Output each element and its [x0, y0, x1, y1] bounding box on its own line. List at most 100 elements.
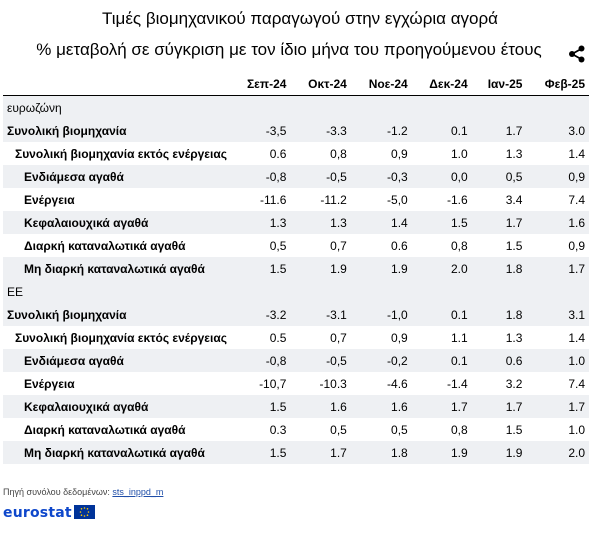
table-cell: 1.8: [350, 441, 412, 464]
table-cell: -0,8: [229, 349, 291, 372]
table-row: Μη διαρκή καταναλωτικά αγαθά 1.5 1.7 1.8 1.9…: [3, 441, 589, 464]
table-cell: 1.0: [568, 422, 585, 437]
table-cell: -3.1: [290, 303, 351, 326]
table-cell: 0,9: [391, 330, 408, 345]
column-header: Οκτ-24: [290, 72, 351, 96]
table-cell: 1.5: [505, 422, 523, 437]
table-cell: -5,0: [387, 192, 408, 207]
row-label: Ενέργεια: [24, 376, 75, 391]
table-cell: 0,5: [391, 422, 408, 437]
table-row: Κεφαλαιουχικά αγαθά 1.3 1.3 1.4 1.5 1.7 1.6: [3, 211, 589, 234]
table-cell: 0,5: [471, 165, 527, 188]
table-cell: 1.7: [526, 257, 589, 280]
table-cell: -0,5: [290, 349, 351, 372]
table-cell: 1.7: [526, 395, 589, 418]
table-cell: 1.7: [471, 119, 527, 142]
table-cell: [411, 95, 472, 119]
table-cell: 2.0: [411, 257, 472, 280]
table-cell: -4.6: [387, 376, 408, 391]
table-cell: 0.1: [411, 119, 472, 142]
table-cell: [526, 95, 589, 119]
table-cell: -3.2: [229, 303, 291, 326]
table-cell: [350, 95, 412, 119]
table-cell: 3.0: [526, 119, 589, 142]
table-cell: 0,0: [411, 165, 472, 188]
share-icon[interactable]: [566, 44, 588, 64]
table-cell: -3.3: [290, 119, 351, 142]
table-cell: -11.6: [259, 192, 287, 207]
table-cell: 0.6: [471, 349, 527, 372]
table-cell: 0.6: [269, 146, 287, 161]
table-cell: 1.3: [229, 211, 291, 234]
page-subtitle: % μεταβολή σε σύγκριση με τον ίδιο μήνα …: [36, 40, 542, 59]
table-cell: -3,5: [229, 119, 291, 142]
table-cell: [471, 280, 527, 303]
table-cell: -1.4: [446, 376, 468, 391]
source-note: Πηγή συνόλου δεδομένων: sts_inppd_m: [3, 487, 163, 497]
row-label: ΕΕ: [3, 280, 229, 303]
table-row: Μη διαρκή καταναλωτικά αγαθά 1.5 1.9 1.9 2.0…: [3, 257, 589, 280]
row-label: Διαρκή καταναλωτικά αγαθά: [24, 238, 186, 253]
table-row: Κεφαλαιουχικά αγαθά 1.5 1.6 1.6 1.7 1.7 1.7: [3, 395, 589, 418]
column-header: [3, 72, 229, 96]
group-header-row: ευρωζώνη: [3, 95, 589, 119]
row-label: Διαρκή καταναλωτικά αγαθά: [24, 422, 186, 437]
row-label: Συνολική βιομηχανία εκτός ενέργειας: [15, 146, 227, 161]
table-cell: -1.6: [446, 192, 468, 207]
eu-flag-icon: [73, 505, 95, 519]
table-cell: 1.3: [505, 330, 523, 345]
page-title: Τιμές βιομηχανικού παραγωγού στην εγχώρι…: [102, 9, 498, 28]
table-cell: 0,5: [330, 422, 347, 437]
table-cell: 1.5: [229, 257, 291, 280]
table-cell: 0.6: [391, 238, 408, 253]
column-header: Σεπ-24: [229, 72, 291, 96]
table-cell: 0,9: [391, 146, 408, 161]
table-cell: [229, 280, 291, 303]
table-cell: 1.5: [505, 238, 523, 253]
table-cell: 0,7: [330, 330, 347, 345]
table-cell: -10.3: [319, 376, 347, 391]
table-cell: 1.0: [450, 146, 468, 161]
table-cell: 1.5: [229, 395, 291, 418]
dataset-link[interactable]: sts_inppd_m: [112, 487, 164, 497]
table-cell: 0,7: [330, 238, 347, 253]
row-label: Συνολική βιομηχανία: [3, 119, 229, 142]
data-table: Σεπ-24 Οκτ-24 Νοε-24 Δεκ-24 Ιαν-25 Φεβ-2…: [3, 72, 589, 464]
row-label: Μη διαρκή καταναλωτικά αγαθά: [3, 441, 229, 464]
table-row: Ενδιάμεσα αγαθά -0,8 -0,5 -0,3 0,0 0,5 0,9: [3, 165, 589, 188]
table-cell: 1.9: [290, 257, 351, 280]
table-cell: 1.1: [450, 330, 468, 345]
table-cell: -1,0: [350, 303, 412, 326]
table-header-row: Σεπ-24 Οκτ-24 Νοε-24 Δεκ-24 Ιαν-25 Φεβ-2…: [3, 72, 589, 96]
table-cell: -10,7: [259, 376, 287, 391]
row-label: Ενδιάμεσα αγαθά: [3, 165, 229, 188]
table-cell: 1.9: [350, 257, 412, 280]
table-cell: 1.9: [411, 441, 472, 464]
column-header: Ιαν-25: [471, 72, 527, 96]
table-cell: 0,8: [330, 146, 347, 161]
table-cell: [290, 280, 351, 303]
table-cell: [229, 95, 291, 119]
table-row: Ενέργεια -11.6 -11.2 -5,0 -1.6 3.4 7.4: [3, 188, 589, 211]
row-label: Συνολική βιομηχανία εκτός ενέργειας: [15, 330, 227, 345]
table-cell: 3.2: [505, 376, 523, 391]
logo-text: eurostat: [3, 505, 72, 521]
table-row: Συνολική βιομηχανία εκτός ενέργειας 0.5 0,…: [3, 326, 589, 349]
column-header: Νοε-24: [350, 72, 412, 96]
table-cell: 0.1: [411, 303, 472, 326]
table-cell: 0.1: [411, 349, 472, 372]
table-cell: -1.2: [350, 119, 412, 142]
table-cell: -0,8: [229, 165, 291, 188]
table-cell: 1.5: [411, 211, 472, 234]
table-row: Συνολική βιομηχανία εκτός ενέργειας 0.6 0,…: [3, 142, 589, 165]
table-cell: -11.2: [320, 192, 347, 207]
table-cell: -0,2: [350, 349, 412, 372]
table-row: Διαρκή καταναλωτικά αγαθά 0,5 0,7 0.6 0,8 1.5…: [3, 234, 589, 257]
table-cell: 2.0: [526, 441, 589, 464]
table-row: Συνολική βιομηχανία -3.2 -3.1 -1,0 0.1 1.8 3.1: [3, 303, 589, 326]
row-label: Ενέργεια: [24, 192, 75, 207]
table-cell: 0.5: [269, 330, 287, 345]
row-label: Κεφαλαιουχικά αγαθά: [3, 395, 229, 418]
table-row: Διαρκή καταναλωτικά αγαθά 0.3 0,5 0,5 0,8 1.5…: [3, 418, 589, 441]
table-cell: 1.7: [411, 395, 472, 418]
